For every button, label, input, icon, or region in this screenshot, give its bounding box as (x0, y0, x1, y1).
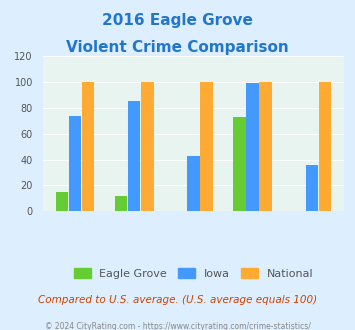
Bar (128, 101, 141, 211)
Text: 2016 Eagle Grove: 2016 Eagle Grove (102, 13, 253, 28)
Bar (246, 83, 259, 211)
Bar (187, 156, 200, 211)
Text: © 2024 CityRating.com - https://www.cityrating.com/crime-statistics/: © 2024 CityRating.com - https://www.city… (45, 322, 310, 330)
Bar (200, 82, 213, 211)
Bar (82, 82, 94, 211)
Bar (319, 82, 331, 211)
Bar (306, 165, 318, 211)
Text: Violent Crime Comparison: Violent Crime Comparison (66, 40, 289, 54)
Bar (141, 82, 153, 211)
Bar (234, 117, 246, 211)
Bar (69, 115, 81, 211)
Bar (56, 192, 68, 211)
Text: Compared to U.S. average. (U.S. average equals 100): Compared to U.S. average. (U.S. average … (38, 295, 317, 305)
Bar (260, 82, 272, 211)
Bar (115, 196, 127, 211)
Legend: Eagle Grove, Iowa, National: Eagle Grove, Iowa, National (69, 264, 318, 283)
